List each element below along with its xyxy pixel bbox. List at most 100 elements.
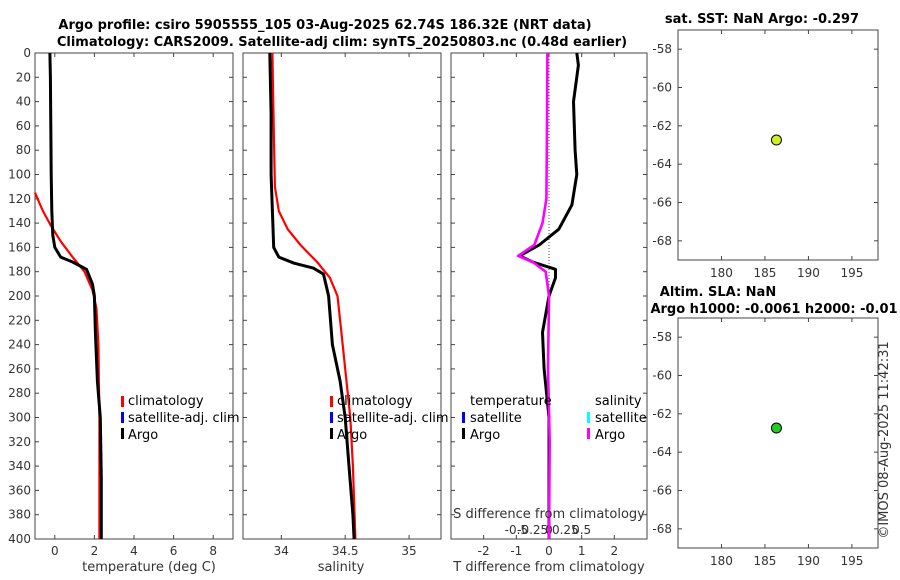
x-tick-label: 2 [611,544,619,558]
lat-tick-label: -58 [652,330,672,344]
legend-argo: Argo [128,428,158,443]
legend-s-satellite-swatch [587,412,590,423]
legend-t-satellite: satellite [470,411,522,426]
temperature-panel: 0204060801001201401601802002202402602803… [8,46,647,575]
sst-dots [770,134,782,146]
depth-tick-label: 140 [8,216,31,230]
depth-tick-label: 340 [8,459,31,473]
lat-tick-label: -62 [652,119,672,133]
lon-tick-label: 190 [797,266,820,280]
x-tick-label: 4 [130,544,138,558]
temperature-axes [34,52,234,540]
sla-title-line2: Argo h1000: -0.0061 h2000: -0.01 [650,302,897,317]
depth-tick-label: 280 [8,386,31,400]
legend-climatology-swatch [121,396,124,407]
x-tick-label: 35 [401,544,416,558]
lat-tick-label: -66 [652,196,672,210]
lat-tick-label: -64 [652,445,672,459]
legend-t-satellite-swatch [462,412,465,423]
temperature-xlabel: temperature (deg C) [82,560,216,575]
temperature-ticks: 0 2 4 6 8 [51,53,217,558]
x-tick-label: 1 [578,544,586,558]
sla-map-axes [677,317,879,549]
temperature-legend: climatology satellite-adj. clim Argo [121,394,240,443]
depth-ticks: 0 20 40 60 80 100 120 140 160 180 200 220 240 260 280 3… [8,46,647,546]
legend-climatology-swatch [330,396,333,407]
profile-location-dot [770,134,782,146]
lat-tick-label: -68 [652,234,672,248]
depth-tick-label: 380 [8,508,31,522]
s-tick-label: -0.5 [505,523,528,537]
difference-legend: temperature satellite Argo salinity sate… [462,394,647,443]
timestamp: ©IMOS 08-Aug-2025 11:42:31 [877,341,892,538]
x-tick-label: 8 [209,544,217,558]
depth-tick-label: 120 [8,192,31,206]
salinity-axes [242,52,442,540]
x-tick-label: 0 [545,544,553,558]
lon-tick-label: 180 [710,266,733,280]
x-tick-label: 34 [274,544,289,558]
series-line-climatology [33,192,101,539]
lat-tick-label: -68 [652,522,672,536]
legend-argo-swatch [121,428,124,439]
salinity-lines [268,52,357,540]
s-tick-label: -0.25 [517,523,548,537]
lat-tick-label: -64 [652,157,672,171]
depth-tick-label: 0 [23,46,31,60]
difference-panel: -2 -1 0 1 2 -0.5-0.25 0 0.250.5 S difference f… [450,52,648,575]
x-tick-label: 0 [51,544,59,558]
lat-tick-label: -66 [652,484,672,498]
depth-tick-label: 240 [8,338,31,352]
legend-argo: Argo [337,428,367,443]
series-line-argo [268,52,356,540]
t-difference-label: T difference from climatology [452,560,645,575]
sst-lon-ticks: 180 185 190 195 [710,30,863,280]
depth-tick-label: 40 [16,95,31,109]
temperature-lines [33,52,103,539]
difference-lines [516,52,580,540]
depth-tick-label: 20 [16,70,31,84]
legend-climatology: climatology [337,394,413,409]
legend-satellite-swatch [121,412,124,423]
salinity-legend: climatology satellite-adj. clim Argo [330,394,449,443]
lat-tick-label: -60 [652,81,672,95]
x-tick-label: -2 [478,544,490,558]
depth-tick-label: 200 [8,289,31,303]
lon-tick-label: 195 [840,266,863,280]
sla-title-line1: Altim. SLA: NaN [660,285,776,300]
s-tick-label: 0.25 [552,523,579,537]
sst-lat-ticks: -58 -60 -62 -64 -66 -68 [652,42,878,248]
x-tick-label: -1 [510,544,522,558]
lon-tick-label: 180 [710,554,733,568]
depth-tick-label: 360 [8,483,31,497]
x-tick-label: 6 [170,544,178,558]
sst-title: sat. SST: NaN Argo: -0.297 [665,12,859,27]
depth-tick-label: 160 [8,240,31,254]
s-difference-ticks: -0.5-0.250 0.250.5 [505,523,592,537]
depth-tick-label: 100 [8,168,31,182]
legend-s-argo-swatch [587,428,590,439]
legend-t-argo: Argo [470,428,500,443]
series-line-argo [48,52,103,539]
t-difference-ticks: -2 -1 0 1 2 [478,53,618,558]
salinity-ticks: 34 34.5 35 [274,53,417,558]
sla-map-panel: -58 -60 -62 -64 -66 -68 180 185 190 195 [652,317,879,568]
legend-temperature-heading: temperature [470,394,552,409]
lon-tick-label: 195 [840,554,863,568]
sla-dots [770,422,782,434]
sst-map-panel: -58 -60 -62 -64 -66 -68 180 185 190 195 [652,29,879,280]
lat-tick-label: -58 [652,42,672,56]
depth-tick-label: 220 [8,313,31,327]
legend-t-argo-swatch [462,428,465,439]
legend-salinity-heading: salinity [595,394,642,409]
legend-s-argo: Argo [595,428,625,443]
lon-tick-label: 185 [754,266,777,280]
legend-satellite: satellite-adj. clim [337,411,449,426]
legend-argo-swatch [330,428,333,439]
title-line1: Argo profile: csiro 5905555_105 03-Aug-2… [58,18,591,33]
salinity-panel: 34 34.5 35 salinity climatology satellite-… [242,52,449,575]
legend-satellite-swatch [330,412,333,423]
x-tick-label: 2 [91,544,99,558]
depth-tick-label: 180 [8,265,31,279]
lat-tick-label: -60 [652,369,672,383]
